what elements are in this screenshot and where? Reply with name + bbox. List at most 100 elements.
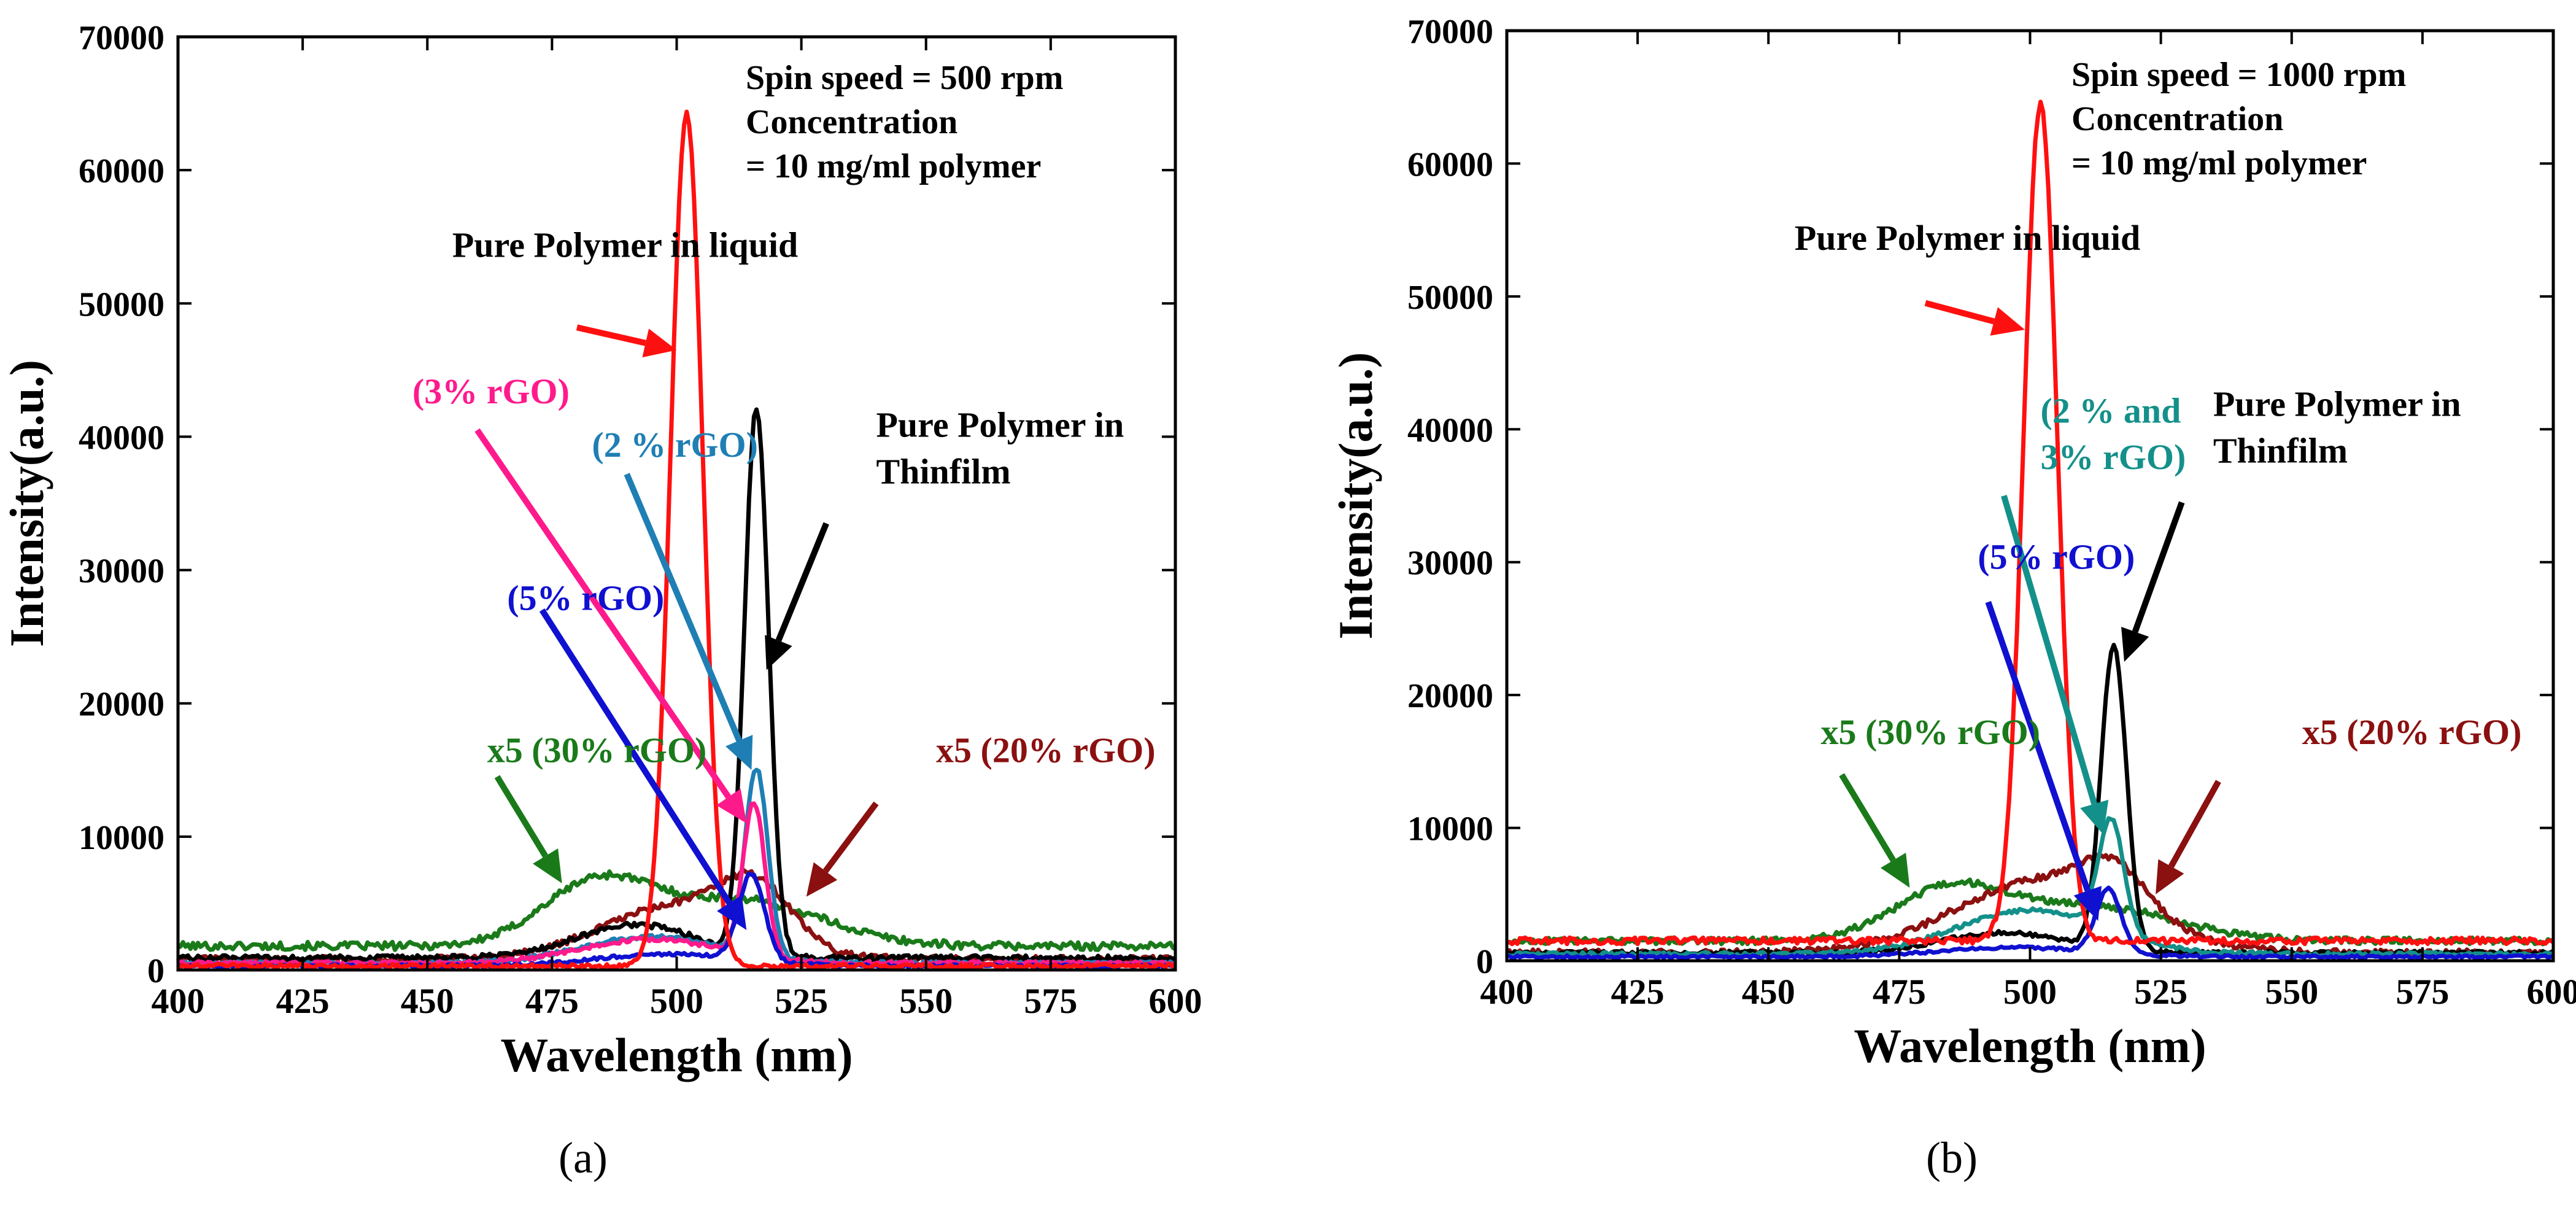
x-tick-label: 425 bbox=[1611, 972, 1665, 1012]
y-tick-label: 0 bbox=[1476, 943, 1493, 981]
annotation-label: Thinfilm bbox=[2213, 430, 2348, 470]
y-tick-label: 70000 bbox=[1407, 13, 1493, 51]
annotation-label: x5 (20% rGO) bbox=[936, 730, 1156, 770]
series-line bbox=[1506, 885, 2554, 961]
annotation-arrow-head bbox=[716, 788, 747, 824]
y-tick-label: 10000 bbox=[1407, 810, 1493, 848]
annotation-arrow-head bbox=[2156, 859, 2184, 894]
panel-label-b: (b) bbox=[1926, 1133, 1978, 1182]
annotation-arrow-head bbox=[2073, 886, 2102, 921]
annotation-label: Pure Polymer in bbox=[2213, 384, 2461, 424]
y-tick-label: 40000 bbox=[79, 419, 164, 457]
annotation-arrow-line bbox=[775, 522, 829, 642]
y-axis-label: Intensity(a.u.) bbox=[1329, 352, 1382, 639]
x-tick-label: 475 bbox=[1873, 972, 1926, 1012]
x-tick-label: 500 bbox=[2003, 972, 2057, 1012]
x-axis-label: Wavelength (nm) bbox=[500, 1028, 853, 1082]
x-tick-label: 525 bbox=[775, 981, 828, 1021]
x-tick-label: 575 bbox=[2396, 972, 2449, 1012]
series-line bbox=[176, 407, 1177, 963]
y-axis-label: Intensity(a.u.) bbox=[0, 360, 53, 647]
x-tick-label: 450 bbox=[1742, 972, 1795, 1012]
annotation-arrow-head bbox=[725, 735, 753, 770]
info-text-line: Concentration bbox=[2071, 100, 2283, 138]
annotation-arrow-line bbox=[474, 428, 731, 799]
annotation-label: (5% rGO) bbox=[1978, 537, 2135, 577]
info-text-line: = 10 mg/ml polymer bbox=[2071, 144, 2367, 182]
annotation-label: Thinfilm bbox=[876, 451, 1011, 491]
annotation-label: (2 % and bbox=[2041, 390, 2181, 430]
annotation-arrow-head bbox=[533, 848, 562, 883]
chart-panel-a: 400 425 450 475 500 525 550 575 600 0 10000 20000 30… bbox=[0, 19, 1202, 1082]
y-tick-label: 50000 bbox=[79, 285, 164, 324]
annotation-arrow-head bbox=[806, 862, 838, 897]
y-tick-label: 40000 bbox=[1407, 411, 1493, 449]
annotation-label: (3% rGO) bbox=[412, 371, 570, 411]
series-line bbox=[1506, 99, 2555, 947]
y-tick-label: 10000 bbox=[79, 819, 164, 857]
annotation-arrow-head bbox=[2121, 626, 2149, 662]
annotation-arrow-line bbox=[2132, 501, 2185, 633]
series-line bbox=[177, 109, 1177, 971]
y-tick-label: 0 bbox=[147, 952, 164, 990]
annotation-label: 3% rGO) bbox=[2041, 437, 2186, 477]
x-tick-label: 450 bbox=[401, 981, 454, 1021]
info-text-line: Concentration bbox=[746, 103, 957, 141]
arrows bbox=[1839, 300, 2221, 921]
annotation-arrow-line bbox=[576, 324, 646, 346]
y-tick-label: 20000 bbox=[79, 686, 164, 724]
x-tick-label: 600 bbox=[2527, 972, 2576, 1012]
annotation-arrow-line bbox=[539, 608, 732, 905]
info-text-line: Spin speed = 500 rpm bbox=[746, 59, 1063, 97]
y-tick-label: 20000 bbox=[1407, 677, 1493, 715]
x-tick-label: 550 bbox=[899, 981, 953, 1021]
series-line bbox=[177, 869, 1177, 952]
annotation-label: Pure Polymer in bbox=[876, 405, 1124, 444]
annotation-arrow-line bbox=[822, 801, 879, 873]
annotation-label: Pure Polymer in liquid bbox=[1795, 218, 2140, 258]
x-tick-label: 600 bbox=[1149, 981, 1202, 1021]
x-tick-label: 575 bbox=[1024, 981, 1077, 1021]
x-tick-label: 500 bbox=[650, 981, 703, 1021]
annotation-arrow-line bbox=[2168, 780, 2221, 868]
series-group bbox=[1506, 99, 2555, 961]
annotation-arrow-head bbox=[765, 635, 792, 670]
annotation-arrow-line bbox=[494, 775, 548, 858]
annotation-arrow-line bbox=[624, 473, 742, 742]
annotation-arrow-head bbox=[1990, 307, 2025, 336]
annotation-label: x5 (30% rGO) bbox=[1821, 712, 2041, 752]
y-tick-label: 60000 bbox=[79, 152, 164, 190]
annotation-arrow-line bbox=[2001, 495, 2098, 805]
x-axis-label: Wavelength (nm) bbox=[1854, 1019, 2206, 1072]
annotation-arrow-head bbox=[1881, 853, 1910, 888]
annotation-label: x5 (20% rGO) bbox=[2302, 712, 2522, 752]
x-tick-label: 475 bbox=[525, 981, 579, 1021]
annotation-arrow-line bbox=[1839, 773, 1896, 863]
annotation-arrow-head bbox=[2080, 799, 2109, 835]
annotation-arrow-line bbox=[1985, 601, 2091, 892]
x-tick-label: 525 bbox=[2134, 972, 2187, 1012]
y-tick-label: 70000 bbox=[79, 19, 164, 57]
series-line bbox=[1506, 816, 2554, 958]
series-group bbox=[176, 109, 1177, 971]
annotation-label: Pure Polymer in liquid bbox=[452, 225, 798, 265]
annotation-arrow-line bbox=[1924, 300, 1995, 325]
axes: 400 425 450 475 500 525 550 575 600 0 10000 20000 30… bbox=[79, 19, 1202, 1021]
annotation-label: (5% rGO) bbox=[507, 578, 664, 618]
annotation-label: (2 % rGO) bbox=[592, 425, 758, 465]
annotation-arrow-head bbox=[642, 328, 677, 358]
x-tick-label: 550 bbox=[2265, 972, 2318, 1012]
info-text-line: = 10 mg/ml polymer bbox=[746, 147, 1041, 185]
axes: 400 425 450 475 500 525 550 575 600 0 10000 20000 30… bbox=[1407, 13, 2576, 1012]
x-tick-label: 400 bbox=[152, 981, 205, 1021]
x-tick-label: 400 bbox=[1480, 972, 1534, 1012]
y-tick-label: 30000 bbox=[1407, 545, 1493, 583]
y-tick-label: 50000 bbox=[1407, 279, 1493, 317]
y-tick-label: 60000 bbox=[1407, 145, 1493, 184]
arrows bbox=[474, 324, 879, 930]
annotation-label: x5 (30% rGO) bbox=[487, 730, 707, 770]
chart-panel-b: 400 425 450 475 500 525 550 575 600 0 10000 20000 30… bbox=[1329, 13, 2576, 1072]
annotation-arrow-head bbox=[717, 895, 747, 930]
info-text-line: Spin speed = 1000 rpm bbox=[2071, 56, 2406, 94]
